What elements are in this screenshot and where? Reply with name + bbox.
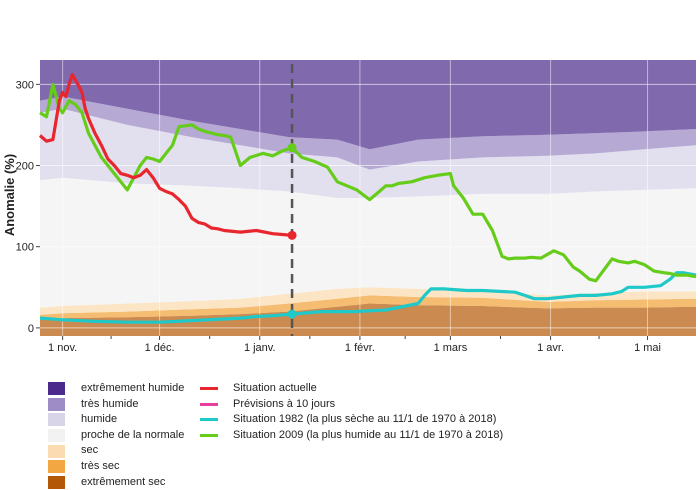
band-area	[40, 108, 696, 198]
legend-label: extrêmement humide	[81, 382, 185, 394]
y-tick-label: 200	[16, 161, 34, 173]
legend-label: Situation 1982 (la plus sèche au 11/1 de…	[233, 413, 497, 426]
legend-item: humide	[48, 412, 184, 428]
band-area	[40, 60, 696, 150]
band-area	[40, 295, 696, 320]
legend-label: sec	[81, 444, 99, 457]
legend-label: humide	[81, 413, 118, 426]
series-line	[39, 271, 697, 324]
legend-item: sec	[48, 443, 184, 459]
legend-swatch	[48, 397, 65, 411]
current-date-marker	[287, 143, 297, 153]
legend-swatch	[48, 382, 65, 396]
y-tick-label: 300	[16, 79, 34, 91]
legend-line-swatch	[200, 434, 218, 438]
legend-swatch	[48, 429, 65, 443]
legend-bands: extrêmement humide très humide humide proch…	[48, 381, 184, 490]
legend-label: proche de la normale	[81, 428, 185, 441]
legend-item: proche de la normale	[48, 428, 184, 444]
x-tick-label: 1 déc.	[145, 342, 175, 354]
axes: 0 100 200 300 1 nov. 1 déc. 1 janv. 1 févr. 1 ma…	[16, 79, 661, 354]
legend-item: très sec	[48, 459, 184, 475]
y-tick-label: 100	[16, 242, 34, 254]
y-tick-label: 0	[28, 323, 34, 335]
band-area	[40, 177, 696, 308]
band-area	[40, 96, 696, 170]
legend-item: extrêmement sec	[48, 475, 184, 490]
x-tick-label: 1 nov.	[48, 342, 77, 354]
legend-swatch	[48, 460, 65, 474]
legend-swatch	[48, 413, 65, 427]
legend-label: très humide	[81, 397, 139, 410]
legend-item: Prévisions à 10 jours	[200, 397, 503, 413]
legend-item: extrêmement humide	[48, 381, 184, 397]
legend-label: Situation actuelle	[233, 382, 317, 394]
legend-label: très sec	[81, 459, 120, 472]
legend-label: extrêmement sec	[81, 475, 166, 488]
legend-line-swatch	[200, 402, 218, 406]
series-line	[38, 73, 293, 237]
legend-line-swatch	[200, 418, 218, 422]
plot-area	[38, 60, 697, 336]
x-tick-label: 1 avr.	[537, 342, 564, 354]
band-area	[40, 287, 696, 315]
legend-label: Situation 2009 (la plus humide au 11/1 d…	[233, 428, 504, 441]
legend-label: Prévisions à 10 jours	[233, 397, 336, 410]
legend-item: très humide	[48, 397, 184, 413]
x-tick-label: 1 mai	[634, 342, 661, 354]
legend-swatch	[48, 444, 65, 458]
legend-item: Situation 1982 (la plus sèche au 11/1 de…	[200, 412, 503, 428]
current-date-marker	[287, 309, 297, 319]
x-tick-label: 1 janv.	[244, 342, 276, 354]
legend-lines: Situation actuelle Prévisions à 10 jours S…	[200, 381, 503, 443]
y-axis-label: Anomalie (%)	[2, 154, 17, 236]
current-date-marker	[287, 230, 297, 240]
x-tick-label: 1 mars	[434, 342, 468, 354]
x-tick-label: 1 févr.	[345, 342, 375, 354]
series-line	[39, 82, 697, 283]
legend-line-swatch	[200, 387, 218, 391]
legend-item: Situation actuelle	[200, 381, 503, 397]
legend-item: Situation 2009 (la plus humide au 11/1 d…	[200, 428, 503, 444]
legend-swatch	[48, 475, 65, 489]
